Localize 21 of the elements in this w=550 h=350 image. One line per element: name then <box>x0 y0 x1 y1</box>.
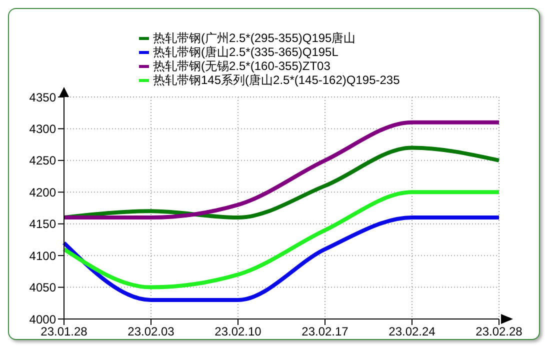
line-series <box>62 216 501 302</box>
x-tick-label: 23.02.28 <box>476 324 523 339</box>
x-tick-label: 23.01.28 <box>40 324 88 339</box>
y-tick-label: 4200 <box>29 185 56 200</box>
legend-label: 热轧带钢(无锡2.5*(160-355)ZT03 <box>153 59 330 73</box>
line-series <box>62 190 501 290</box>
y-tick-label: 4000 <box>29 312 56 326</box>
y-tick-label: 4250 <box>29 154 56 168</box>
legend-label: 热轧带钢(唐山2.5*(335-365)Q195L <box>153 45 338 59</box>
line-series <box>62 120 501 220</box>
y-tick-label: 4100 <box>29 248 56 263</box>
y-tick-label: 4150 <box>29 217 56 232</box>
y-tick-label: 4050 <box>29 280 56 295</box>
y-tick-label: 4300 <box>29 122 56 136</box>
y-tick-label: 4350 <box>29 90 56 104</box>
x-tick-label: 23.02.10 <box>214 324 262 339</box>
legend-label: 热轧带钢145系列(唐山2.5*(145-162)Q195-235 <box>153 73 400 87</box>
legend-label: 热轧带钢(广州2.5*(295-355)Q195唐山 <box>153 31 356 45</box>
x-tick-label: 23.02.17 <box>302 324 349 339</box>
x-tick-label: 23.02.24 <box>388 324 436 339</box>
x-tick-label: 23.02.03 <box>128 324 175 339</box>
